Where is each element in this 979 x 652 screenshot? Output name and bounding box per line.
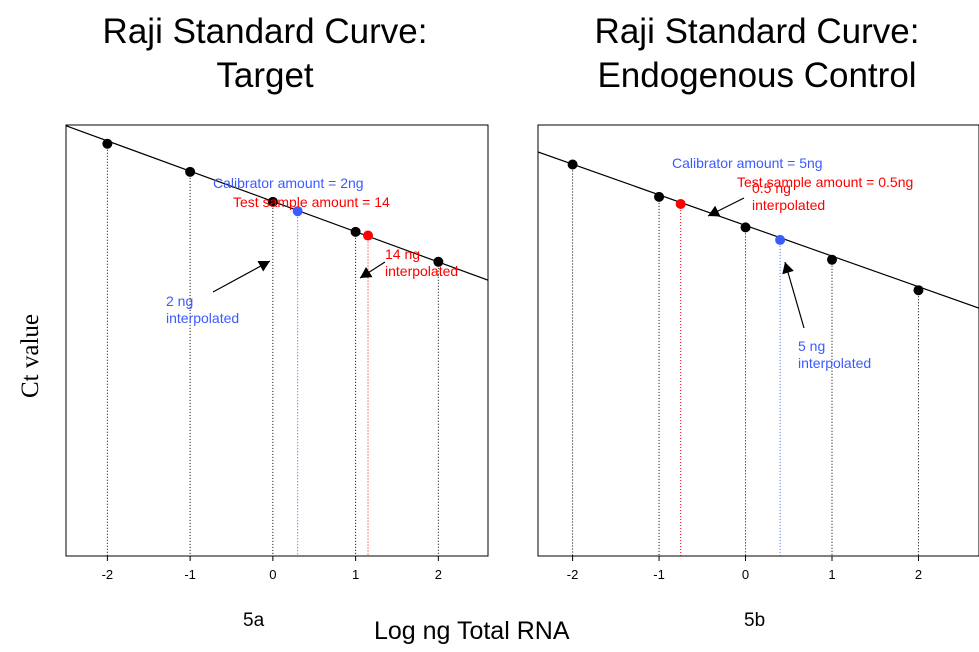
panel-a-test-amount-text: Test sample amount = 14 <box>233 194 390 210</box>
panel-a-title-line-1: Raji Standard Curve: <box>102 12 428 51</box>
panel-a-test-arrow-head <box>360 267 373 278</box>
panel-a-test-point <box>363 230 374 241</box>
panel-a-x-tick-label: -1 <box>184 567 196 582</box>
panel-a-calibrator-point <box>292 206 303 217</box>
panel-b-calibrator-arrow-shaft <box>784 261 805 329</box>
panel-b-x-tick-label: -1 <box>653 567 665 582</box>
panel-a-standard-point <box>433 256 444 267</box>
panel-b-title-line-1: Raji Standard Curve: <box>594 12 920 51</box>
panel-a-calibrator-interpolated-label-line-1: 2 ng <box>166 293 193 309</box>
panel-a-calibrator-arrow-head <box>257 260 270 272</box>
panel-b-test-interpolated-label-line-2: interpolated <box>752 197 825 213</box>
panel-b-standard-point <box>567 159 578 170</box>
panel-a-x-tick-label: -2 <box>102 567 114 582</box>
panel-b-calibrator-arrow-head <box>782 262 794 275</box>
panel-a-standard-point <box>102 138 113 149</box>
panel-a-test-interpolated-label-line-1: 14 ng <box>385 246 420 262</box>
panel-b-calibrator-amount-text: Calibrator amount = 5ng <box>672 155 823 171</box>
panel-b-x-tick-label: -2 <box>567 567 579 582</box>
panel-a-calibrator-amount-text: Calibrator amount = 2ng <box>213 175 364 191</box>
panel-a-x-tick-label: 1 <box>352 567 359 582</box>
panel-a-label: 5a <box>243 610 265 631</box>
panel-a-standard-point <box>185 166 196 177</box>
panel-a-x-tick-label: 2 <box>435 567 442 582</box>
x-axis-label: Log ng Total RNA <box>374 617 570 645</box>
panel-a-standard-point <box>350 226 361 237</box>
y-axis-label: Ct value <box>17 314 44 399</box>
panel-b-title-line-2: Endogenous Control <box>597 56 917 95</box>
panel-a-title: Raji Standard Curve: Target <box>40 10 490 98</box>
panel-b-test-amount-text: Test sample amount = 0.5ng <box>737 174 913 190</box>
panel-b-plot-frame <box>537 124 979 557</box>
panel-b-x-tick-label: 2 <box>915 567 922 582</box>
panel-b-x-tick-label: 1 <box>828 567 835 582</box>
panel-b-calibrator-interpolated-label-line-2: interpolated <box>798 355 871 371</box>
panel-b-standard-point <box>654 191 665 202</box>
panel-b-x-tick-label: 0 <box>742 567 749 582</box>
panel-b-test-arrow-head <box>708 205 721 217</box>
panel-b-test-point <box>675 199 686 210</box>
panel-b-standard-point <box>740 222 751 233</box>
panel-b-standard-point <box>913 285 924 296</box>
panel-b-calibrator-point <box>775 234 786 245</box>
panel-a-plot-frame <box>65 124 489 557</box>
panel-a-title-line-2: Target <box>216 56 314 95</box>
panel-a-calibrator-interpolated-label-line-2: interpolated <box>166 310 239 326</box>
panel-b-title: Raji Standard Curve: Endogenous Control <box>535 10 979 98</box>
panel-a-x-tick-label: 0 <box>269 567 276 582</box>
panel-a-standard-point <box>267 196 278 207</box>
panel-a-test-interpolated-label-line-2: interpolated <box>385 263 458 279</box>
panel-b-fit-line <box>538 151 979 309</box>
panel-b-standard-point <box>827 254 837 265</box>
panel-b-label: 5b <box>744 610 766 631</box>
panel-b-calibrator-interpolated-label-line-1: 5 ng <box>798 338 825 354</box>
panel-b-test-interpolated-label-line-1: 0.5 ng <box>752 180 791 196</box>
